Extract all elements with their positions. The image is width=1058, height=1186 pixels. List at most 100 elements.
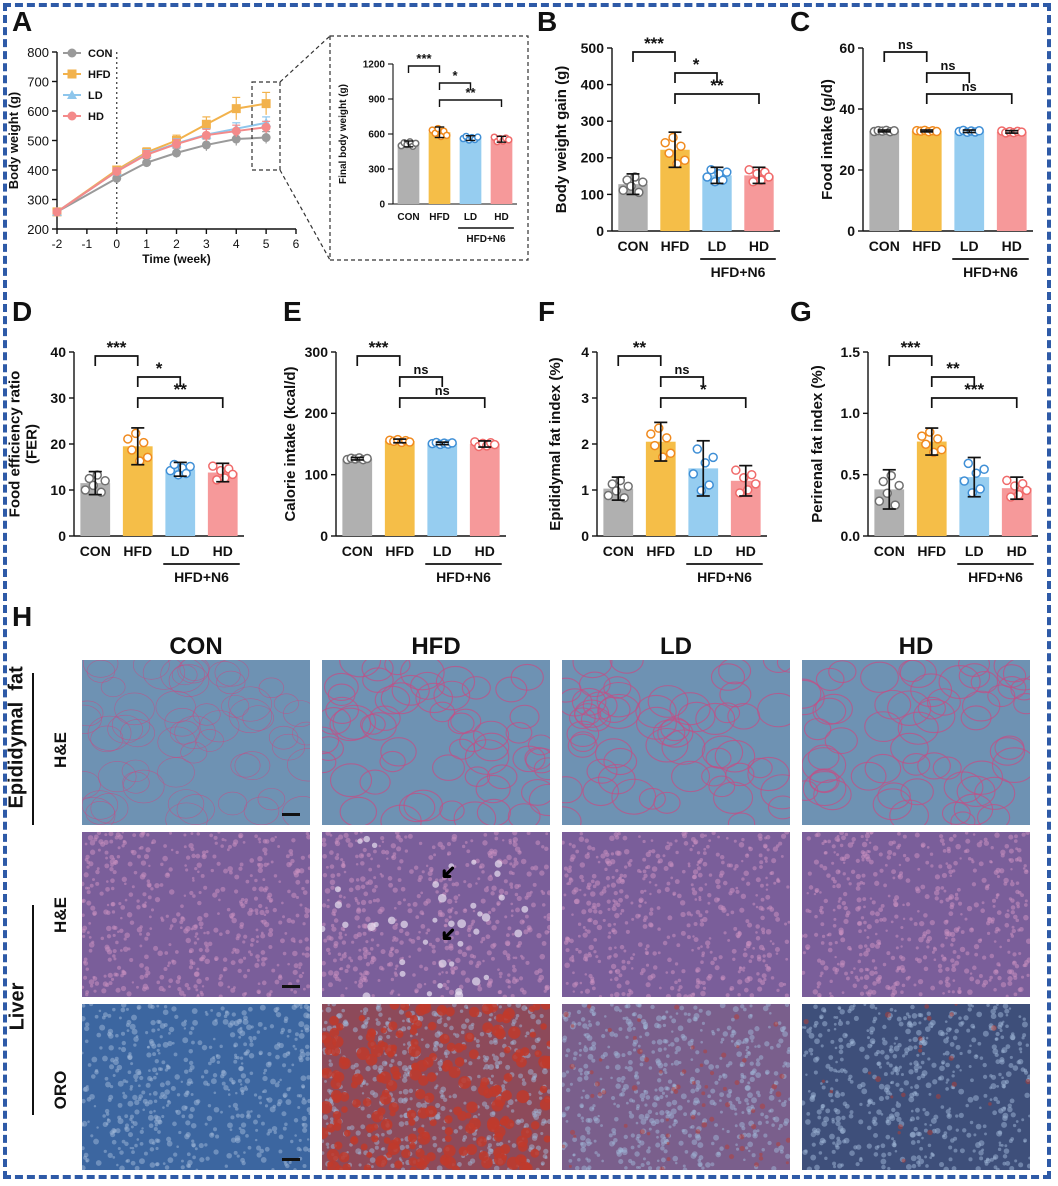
lipid-droplet	[418, 1075, 429, 1086]
cell-nucleus	[367, 1132, 372, 1138]
cell-nucleus	[99, 1024, 106, 1031]
cell-nucleus	[157, 1130, 161, 1134]
lipid-droplet	[516, 1135, 528, 1148]
hepatocyte	[399, 859, 404, 864]
hepatocyte	[481, 936, 486, 941]
hepatocyte	[141, 903, 147, 908]
cell-nucleus	[785, 1153, 790, 1159]
hepatocyte	[260, 919, 264, 923]
hepatocyte	[609, 970, 613, 974]
cell-nucleus	[655, 1060, 662, 1066]
hepatocyte	[348, 887, 354, 893]
hepatocyte	[145, 847, 151, 853]
cell-nucleus	[719, 1110, 723, 1114]
adipocyte-outline	[379, 750, 406, 773]
adipocyte-outline	[359, 769, 391, 795]
bar-con	[397, 143, 420, 204]
hepatocyte	[89, 883, 94, 888]
cell-nucleus	[263, 1089, 267, 1094]
cell-nucleus	[238, 1127, 242, 1130]
hepatocyte	[441, 971, 444, 974]
hepatocyte	[626, 960, 631, 965]
hepatocyte	[607, 923, 612, 928]
hepatocyte	[683, 994, 688, 997]
adipocyte-outline	[90, 793, 129, 824]
hepatocyte	[784, 993, 789, 997]
data-point	[746, 469, 757, 480]
adipocyte-outline	[384, 660, 411, 676]
cell-nucleus	[148, 1138, 155, 1145]
hepatocyte	[175, 850, 179, 855]
hepatocyte	[139, 925, 143, 929]
hepatocyte	[850, 970, 854, 975]
vacuole	[448, 920, 455, 927]
hepatocyte	[303, 987, 306, 991]
cell-nucleus	[150, 1019, 156, 1026]
hepatocyte	[842, 872, 846, 876]
cell-nucleus	[682, 1128, 688, 1135]
cell-nucleus	[150, 1004, 155, 1010]
cell-nucleus	[432, 1046, 439, 1052]
x-tick-label: 1	[143, 237, 150, 251]
lipid-droplet	[332, 1110, 342, 1120]
cell-nucleus	[751, 1153, 756, 1158]
cell-nucleus	[183, 1027, 187, 1030]
hepatocyte	[251, 909, 254, 913]
hepatocyte	[960, 913, 963, 916]
treatment-label: HFD+N6	[968, 569, 1023, 585]
hepatocyte	[757, 986, 763, 992]
hepatocyte	[354, 832, 359, 835]
cell-nucleus	[117, 1080, 124, 1087]
hepatocyte	[886, 855, 892, 860]
hepatocyte	[295, 913, 300, 918]
adipocyte-outline	[292, 721, 310, 746]
adipocyte-outline	[987, 684, 1016, 708]
hepatocyte	[953, 860, 958, 866]
legend-label: HD	[88, 111, 104, 123]
vacuole	[514, 929, 523, 938]
lipid-droplet	[607, 1027, 612, 1033]
cell-nucleus	[362, 1007, 369, 1013]
cell-nucleus	[771, 1123, 775, 1127]
hepatocyte	[866, 935, 870, 939]
hepatocyte	[217, 912, 220, 915]
cell-nucleus	[624, 1166, 628, 1170]
hepatocyte	[925, 860, 930, 865]
cell-nucleus	[498, 1060, 503, 1065]
hepatocyte	[737, 979, 743, 985]
cell-nucleus	[572, 1137, 578, 1143]
hepatocyte	[1010, 879, 1014, 883]
cell-nucleus	[349, 1125, 355, 1131]
adipocyte-outline	[362, 667, 394, 693]
cell-nucleus	[399, 1144, 405, 1151]
hepatocyte	[695, 967, 701, 973]
hepatocyte	[301, 952, 305, 956]
hepatocyte	[610, 963, 617, 970]
cell-nucleus	[655, 1129, 660, 1134]
hepatocyte	[129, 957, 134, 963]
cell-nucleus	[305, 1051, 310, 1057]
hepatocyte	[951, 937, 956, 942]
hepatocyte	[1008, 834, 1014, 840]
cell-nucleus	[188, 1031, 193, 1035]
hepatocyte	[178, 977, 181, 981]
hepatocyte	[890, 920, 894, 924]
hepatocyte	[623, 874, 627, 878]
hepatocyte	[593, 950, 597, 954]
lipid-droplet	[690, 1114, 696, 1120]
tissue-background	[82, 1004, 310, 1170]
adipocyte-outline	[958, 663, 991, 689]
cell-nucleus	[615, 1083, 621, 1089]
lipid-droplet	[543, 1095, 550, 1103]
cell-nucleus	[115, 1128, 121, 1134]
hepatocyte	[948, 894, 955, 900]
hepatocyte	[863, 929, 867, 932]
vacuole	[483, 974, 490, 981]
cell-nucleus	[663, 1047, 667, 1051]
cell-nucleus	[155, 1072, 159, 1076]
lipid-droplet	[330, 1089, 342, 1101]
cell-nucleus	[191, 1008, 198, 1014]
hepatocyte	[972, 868, 977, 873]
hepatocyte	[930, 864, 934, 868]
hepatocyte	[435, 890, 439, 894]
